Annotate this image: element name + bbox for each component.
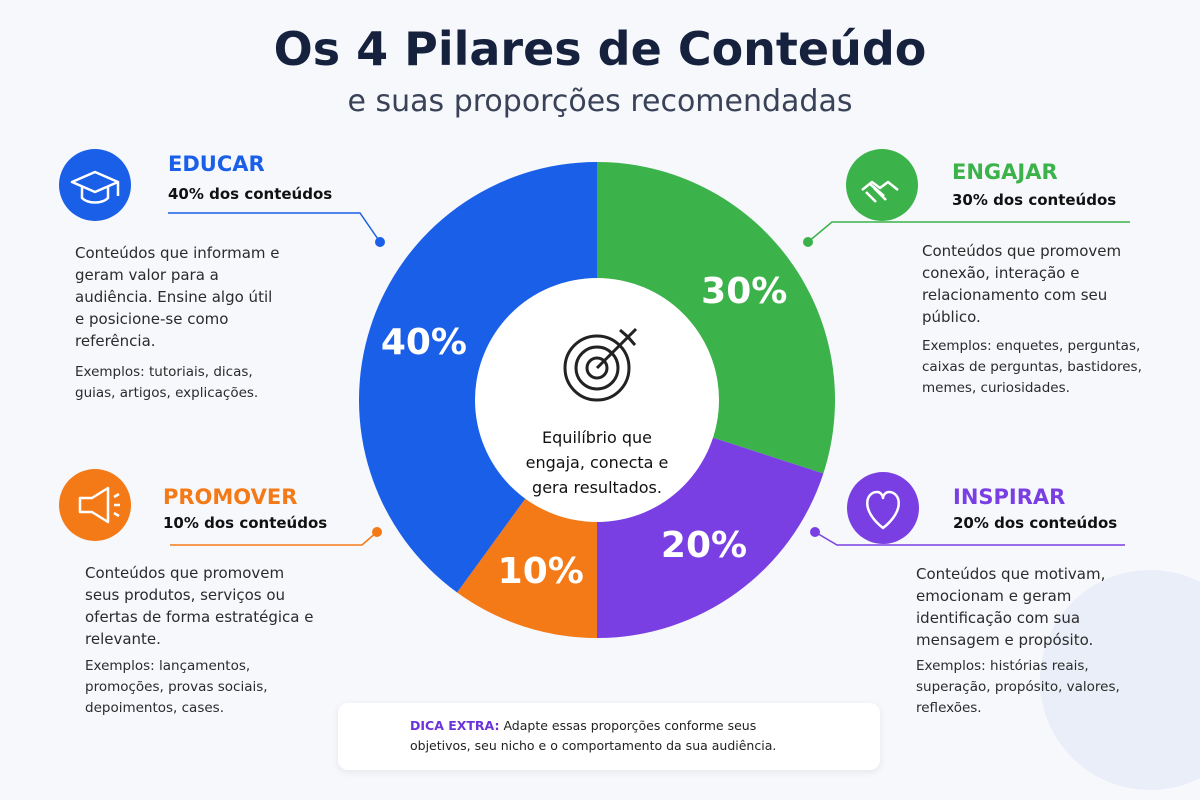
pillar-examples: Exemplos: enquetes, perguntas, caixas de… bbox=[922, 338, 1142, 396]
slice-label: 10% bbox=[498, 551, 584, 592]
title: Os 4 Pilares de Conteúdo bbox=[273, 22, 927, 76]
pillar-name: INSPIRAR bbox=[953, 485, 1066, 509]
target-ring bbox=[574, 345, 620, 391]
pillar-glyph bbox=[70, 170, 120, 204]
tip-label: DICA EXTRA: bbox=[410, 718, 500, 733]
pillar-description: Conteúdos que informam e geram valor par… bbox=[75, 244, 280, 350]
pillar-description: Conteúdos que promovem conexão, interaçã… bbox=[922, 242, 1122, 326]
pillar-examples: Exemplos: histórias reais, superação, pr… bbox=[916, 658, 1120, 716]
pillar-examples: Exemplos: tutoriais, dicas, guias, artig… bbox=[75, 364, 259, 401]
pillar-examples: Exemplos: lançamentos, promoções, provas… bbox=[85, 658, 268, 716]
slice-label: 20% bbox=[661, 525, 747, 566]
pillar-share: 20% dos conteúdos bbox=[953, 514, 1118, 532]
tip-text: DICA EXTRA: Adapte essas proporções conf… bbox=[410, 716, 800, 756]
pillar-share: 30% dos conteúdos bbox=[952, 191, 1117, 209]
center-text: Equilíbrio que engaja, conecta e gera re… bbox=[525, 428, 669, 497]
slice-label: 30% bbox=[701, 271, 787, 312]
connector bbox=[807, 221, 1130, 243]
pillar-name: EDUCAR bbox=[168, 152, 265, 176]
pillar-icon bbox=[59, 469, 131, 541]
connector-dot bbox=[372, 527, 382, 537]
connector bbox=[814, 531, 1125, 546]
pillar-description: Conteúdos que motivam, emocionam e geram… bbox=[916, 565, 1106, 649]
connector bbox=[170, 531, 378, 546]
connector bbox=[168, 212, 381, 243]
pillar-description: Conteúdos que promovem seus produtos, se… bbox=[85, 564, 314, 648]
tip-box bbox=[338, 703, 880, 770]
connector-dot bbox=[803, 237, 813, 247]
pillar-name: ENGAJAR bbox=[952, 160, 1058, 184]
decor bbox=[1040, 570, 1200, 790]
pillar-share: 10% dos conteúdos bbox=[163, 514, 328, 532]
slice-label: 40% bbox=[381, 322, 467, 363]
pillar-glyph bbox=[861, 180, 899, 203]
connector-dot bbox=[810, 527, 820, 537]
pillar-glyph bbox=[866, 490, 900, 530]
connector-dot bbox=[375, 237, 385, 247]
target-ring bbox=[563, 334, 631, 402]
pillar-icon bbox=[847, 472, 919, 544]
target-arrow bbox=[595, 327, 638, 370]
pillar-name: PROMOVER bbox=[163, 485, 298, 509]
pillar-glyph bbox=[78, 486, 120, 524]
tip-body: Adapte essas proporções conforme seus ob… bbox=[410, 718, 777, 753]
pillar-icon bbox=[59, 149, 131, 221]
subtitle: e suas proporções recomendadas bbox=[347, 84, 853, 119]
target-ring bbox=[585, 356, 609, 380]
target-icon bbox=[563, 327, 638, 402]
pillar-share: 40% dos conteúdos bbox=[168, 185, 333, 203]
